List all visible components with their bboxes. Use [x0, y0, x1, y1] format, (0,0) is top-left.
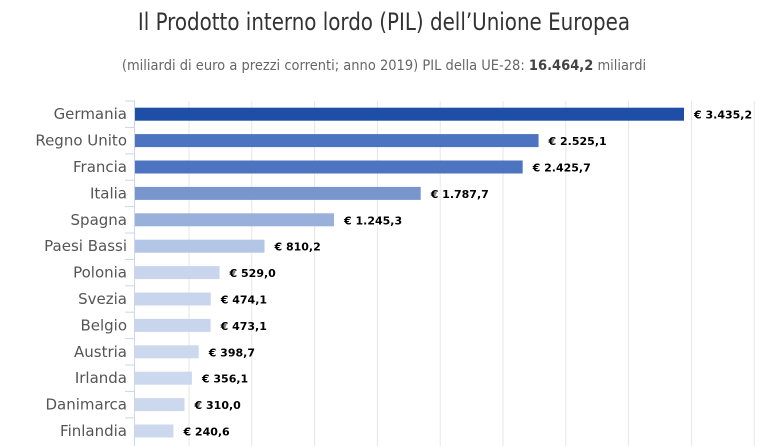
bar-austria — [135, 345, 199, 359]
category-label: Spagna — [71, 211, 127, 229]
bar-italia — [135, 186, 421, 200]
data-label: € 474,1 — [220, 294, 267, 307]
data-label: € 356,1 — [201, 373, 248, 386]
bar-spagna — [135, 213, 335, 227]
category-label: Francia — [73, 158, 127, 176]
bar-svezia — [135, 292, 211, 306]
data-label: € 810,2 — [273, 241, 320, 254]
category-label: Danimarca — [46, 396, 128, 414]
bar-germania — [135, 107, 684, 121]
bar-irlanda — [135, 371, 192, 385]
category-label: Germania — [54, 105, 127, 123]
bar-finlandia — [135, 424, 174, 438]
category-label: Austria — [74, 343, 127, 361]
category-label: Finlandia — [60, 422, 127, 440]
bar-danimarca — [135, 398, 185, 412]
category-label: Belgio — [80, 316, 127, 334]
data-label: € 1.245,3 — [343, 214, 402, 227]
data-label: € 529,0 — [229, 267, 277, 280]
bar-polonia — [135, 266, 220, 280]
bar-regno-unito — [135, 134, 539, 148]
subtitle-total: 16.464,2 — [528, 58, 594, 74]
data-label: € 2.525,1 — [548, 135, 607, 148]
category-label: Paesi Bassi — [44, 237, 127, 255]
data-label: € 240,6 — [182, 426, 230, 439]
bar-paesi-bassi — [135, 239, 265, 253]
data-label: € 1.787,7 — [430, 188, 489, 201]
data-label: € 310,0 — [194, 399, 242, 412]
bar-belgio — [135, 318, 211, 332]
category-label: Irlanda — [75, 369, 127, 387]
data-label: € 473,1 — [220, 320, 267, 333]
data-label: € 2.425,7 — [532, 162, 591, 175]
data-label: € 398,7 — [208, 346, 255, 359]
chart-subtitle: (miliardi di euro a prezzi correnti; ann… — [38, 58, 729, 74]
category-label: Polonia — [73, 264, 127, 282]
subtitle-unit: miliardi — [593, 58, 647, 74]
category-label: Regno Unito — [35, 132, 127, 150]
chart-title: Il Prodotto interno lordo (PIL) dell’Uni… — [137, 8, 631, 36]
bar-francia — [135, 160, 523, 174]
data-label: € 3.435,2 — [693, 109, 752, 122]
subtitle-text: (miliardi di euro a prezzi correnti; ann… — [121, 58, 529, 74]
category-label: Italia — [90, 184, 127, 202]
category-label: Svezia — [78, 290, 127, 308]
